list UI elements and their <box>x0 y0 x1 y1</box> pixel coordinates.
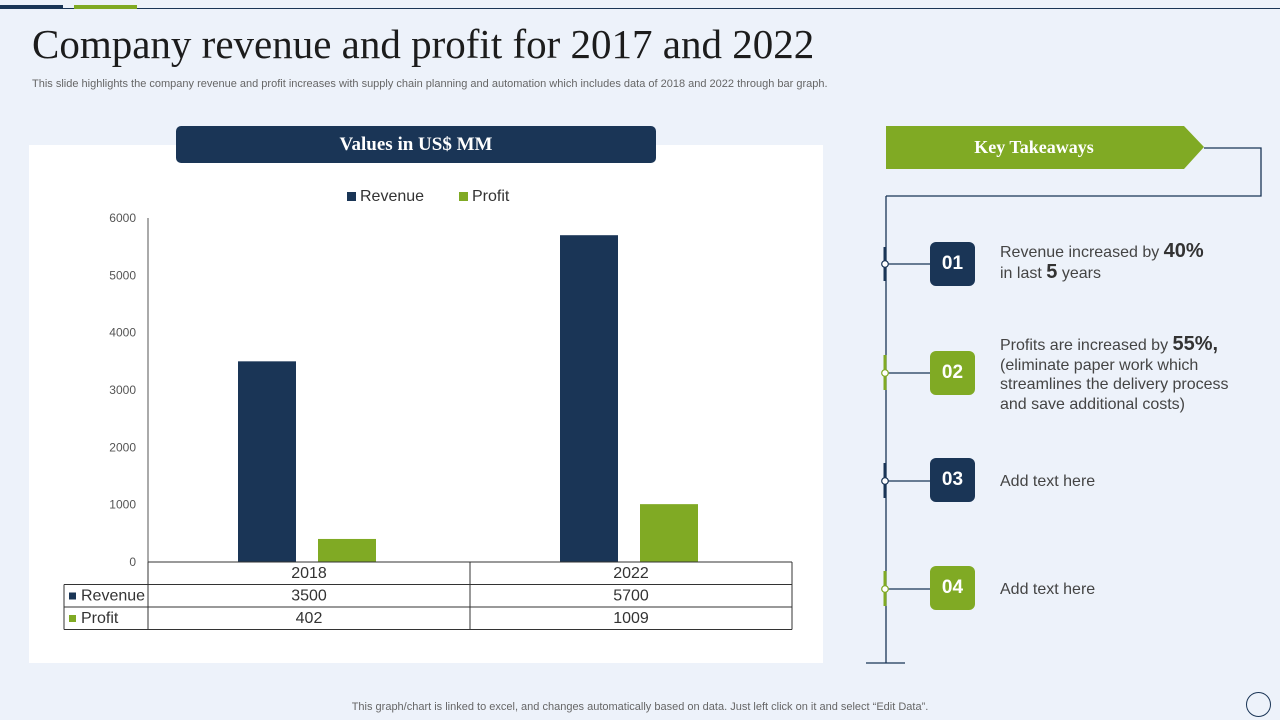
table-swatch-revenue <box>69 592 76 600</box>
y-tick-label: 5000 <box>109 268 136 282</box>
takeaway-text-03[interactable]: Add text here <box>1000 473 1096 490</box>
takeaway-badge-02: 02 <box>930 351 975 395</box>
top-accent-navy <box>0 5 63 9</box>
takeaway-01-pre: Revenue increased by <box>1000 244 1164 261</box>
footer-note: This graph/chart is linked to excel, and… <box>351 701 929 713</box>
corner-circle-icon <box>1246 692 1271 717</box>
bar-profit-2022 <box>640 504 698 562</box>
timeline-node-4 <box>881 571 930 606</box>
takeaway-02-highlight: 55%, <box>1172 333 1219 355</box>
y-tick-label: 6000 <box>109 211 136 225</box>
takeaway-text-02[interactable]: Profits are increased by 55%, (eliminate… <box>1000 333 1240 414</box>
bar-profit-2018 <box>318 538 376 562</box>
chart-title-banner: Values in US$ MM <box>176 126 656 163</box>
takeaway-01-highlight-2: 5 <box>1046 260 1058 283</box>
takeaway-badge-03: 03 <box>930 458 975 502</box>
timeline-node-3 <box>881 463 930 498</box>
table-row-label: Profit <box>81 610 119 627</box>
slide-subtitle: This slide highlights the company revenu… <box>32 78 828 90</box>
timeline-node-1 <box>881 247 930 281</box>
y-tick-label: 3000 <box>109 383 136 397</box>
data-label: 3500 <box>291 588 327 605</box>
slide-title: Company revenue and profit for 2017 and … <box>32 21 815 67</box>
x-tick-label: 2022 <box>613 565 649 582</box>
legend-swatch-revenue <box>347 192 356 201</box>
x-tick-label: 2018 <box>291 565 327 582</box>
table-row-label: Revenue <box>81 588 145 605</box>
takeaway-01-mid: in last <box>1000 264 1047 282</box>
takeaways-connector <box>886 147 1262 197</box>
legend-swatch-profit <box>459 192 468 201</box>
table-swatch-profit <box>69 615 76 622</box>
y-tick-label: 4000 <box>109 326 136 340</box>
takeaway-text-01[interactable]: Revenue increased by 40% in last 5 years <box>1000 240 1240 283</box>
y-tick-label: 1000 <box>109 498 136 512</box>
takeaway-01-post: years <box>1057 264 1101 282</box>
takeaway-badge-01: 01 <box>930 242 975 286</box>
bar-revenue-2022 <box>560 235 618 562</box>
takeaways-header: Key Takeaways <box>974 137 1094 157</box>
bar-revenue-2018 <box>238 361 296 562</box>
takeaways-arrow-banner <box>886 126 1204 169</box>
chart-layer: 0 1000 2000 3000 4000 5000 6000 Revenue Profit 20… <box>63 188 793 630</box>
chart-panel[interactable] <box>29 145 823 663</box>
data-label: 5700 <box>613 588 649 605</box>
takeaway-badge-04: 04 <box>930 566 975 610</box>
top-accent-green <box>74 5 137 9</box>
takeaway-text-04[interactable]: Add text here <box>1000 581 1096 598</box>
takeaway-02-pre: Profits are increased by <box>1000 337 1173 354</box>
timeline-node-2 <box>881 355 930 390</box>
takeaway-02-rest: (eliminate paper work which streamlines … <box>1000 356 1229 413</box>
data-label: 1009 <box>613 610 649 627</box>
takeaway-01-highlight: 40% <box>1163 240 1204 262</box>
y-tick-label: 2000 <box>109 440 136 454</box>
top-rule <box>0 8 1280 9</box>
y-tick-label: 0 <box>129 555 136 569</box>
legend-label-revenue: Revenue <box>360 188 424 205</box>
data-label: 402 <box>296 610 323 627</box>
legend-label-profit: Profit <box>472 188 510 205</box>
